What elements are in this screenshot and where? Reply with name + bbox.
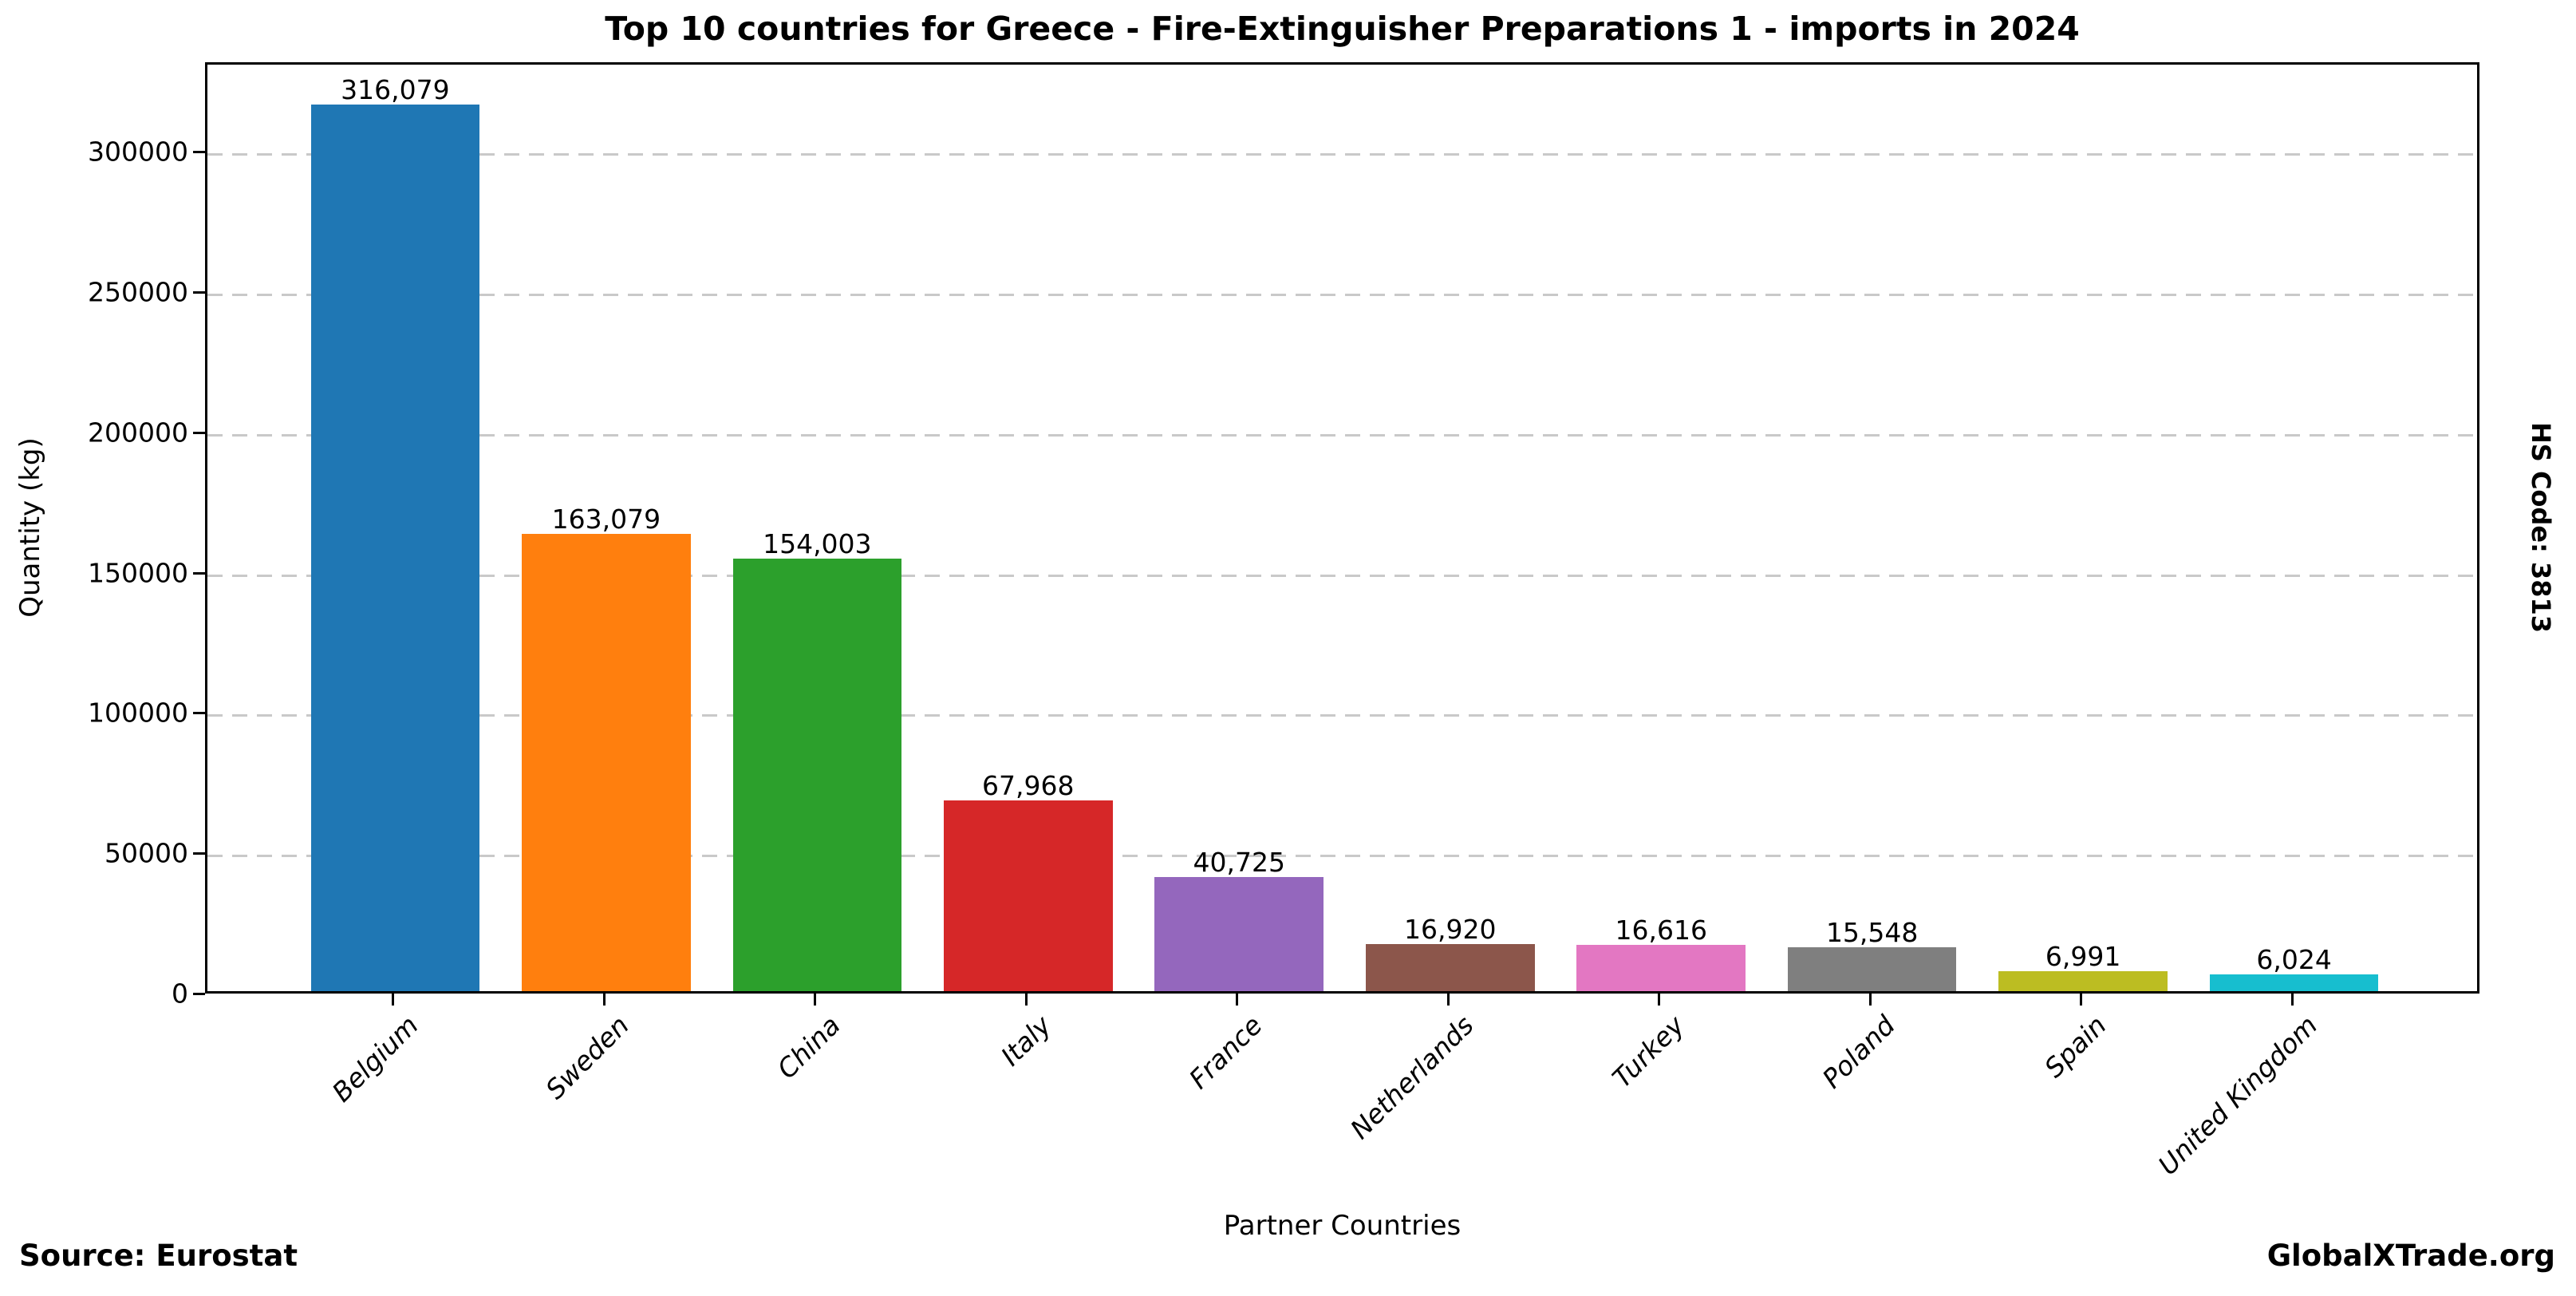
hs-code-label: HS Code: 3813 xyxy=(2526,421,2556,634)
x-tick-mark-china xyxy=(814,994,817,1006)
x-tick-label-france: France xyxy=(1182,1010,1268,1095)
x-tick-mark-spain xyxy=(2080,994,2083,1006)
gridline-150000 xyxy=(207,574,2477,577)
x-tick-mark-turkey xyxy=(1658,994,1661,1006)
y-tick-mark-0 xyxy=(193,993,205,995)
y-tick-mark-50000 xyxy=(193,852,205,855)
x-tick-label-china: China xyxy=(771,1010,846,1085)
bar-value-label-netherlands: 16,920 xyxy=(1404,913,1497,945)
x-tick-label-belgium: Belgium xyxy=(325,1010,424,1108)
x-tick-label-spain: Spain xyxy=(2038,1010,2112,1084)
x-tick-label-italy: Italy xyxy=(995,1010,1058,1073)
y-tick-mark-150000 xyxy=(193,571,205,575)
bar-poland xyxy=(1787,947,1957,991)
y-tick-mark-100000 xyxy=(193,712,205,715)
gridline-200000 xyxy=(207,433,2477,437)
bar-value-label-china: 154,003 xyxy=(763,528,872,560)
gridline-50000 xyxy=(207,855,2477,858)
bar-sweden xyxy=(522,533,691,991)
bar-china xyxy=(732,559,902,991)
y-axis-title: Quantity (kg) xyxy=(14,437,46,618)
x-tick-label-united-kingdom: United Kingdom xyxy=(2152,1010,2324,1181)
x-axis-title: Partner Countries xyxy=(1223,1210,1462,1242)
bar-turkey xyxy=(1576,944,1746,991)
bar-value-label-spain: 6,991 xyxy=(2045,941,2121,973)
brand-credit: GlobalXTrade.org xyxy=(2266,1239,2555,1273)
plot-area: 316,079 163,079 154,003 67,968 40,725 16,920 1… xyxy=(205,62,2479,994)
chart-title: Top 10 countries for Greece - Fire-Extin… xyxy=(605,10,2080,48)
y-tick-label-250000: 250000 xyxy=(88,276,188,308)
y-tick-label-0: 0 xyxy=(172,978,188,1010)
bar-france xyxy=(1154,876,1324,991)
bar-belgium xyxy=(310,104,480,991)
bar-italy xyxy=(944,800,1113,991)
bar-spain xyxy=(1998,971,2168,991)
y-tick-label-200000: 200000 xyxy=(88,417,188,448)
gridline-250000 xyxy=(207,293,2477,296)
source-credit: Source: Eurostat xyxy=(19,1239,298,1273)
gridline-100000 xyxy=(207,714,2477,717)
gridline-300000 xyxy=(207,153,2477,156)
y-tick-label-100000: 100000 xyxy=(88,697,188,729)
bar-united-kingdom xyxy=(2209,974,2379,991)
x-tick-mark-sweden xyxy=(602,994,606,1006)
x-tick-label-turkey: Turkey xyxy=(1606,1010,1690,1094)
x-tick-mark-italy xyxy=(1024,994,1028,1006)
x-tick-mark-poland xyxy=(1868,994,1872,1006)
x-tick-label-sweden: Sweden xyxy=(539,1010,636,1105)
x-tick-mark-france xyxy=(1236,994,1239,1006)
bar-value-label-belgium: 316,079 xyxy=(341,73,450,105)
x-tick-mark-united-kingdom xyxy=(2290,994,2294,1006)
y-tick-label-300000: 300000 xyxy=(88,136,188,168)
x-tick-mark-belgium xyxy=(392,994,395,1006)
y-tick-mark-300000 xyxy=(193,151,205,154)
y-tick-label-150000: 150000 xyxy=(88,557,188,589)
bar-value-label-sweden: 163,079 xyxy=(551,503,661,535)
x-tick-label-poland: Poland xyxy=(1816,1010,1902,1095)
y-tick-mark-250000 xyxy=(193,290,205,294)
x-tick-label-netherlands: Netherlands xyxy=(1343,1010,1480,1145)
bar-value-label-poland: 15,548 xyxy=(1825,917,1919,949)
y-tick-label-50000: 50000 xyxy=(105,837,188,869)
bar-value-label-france: 40,725 xyxy=(1193,846,1285,878)
bar-value-label-italy: 67,968 xyxy=(982,770,1075,801)
bar-netherlands xyxy=(1365,943,1535,991)
x-tick-mark-netherlands xyxy=(1446,994,1450,1006)
bar-value-label-united-kingdom: 6,024 xyxy=(2256,943,2332,975)
y-tick-mark-200000 xyxy=(193,431,205,434)
bar-value-label-turkey: 16,616 xyxy=(1615,914,1707,946)
